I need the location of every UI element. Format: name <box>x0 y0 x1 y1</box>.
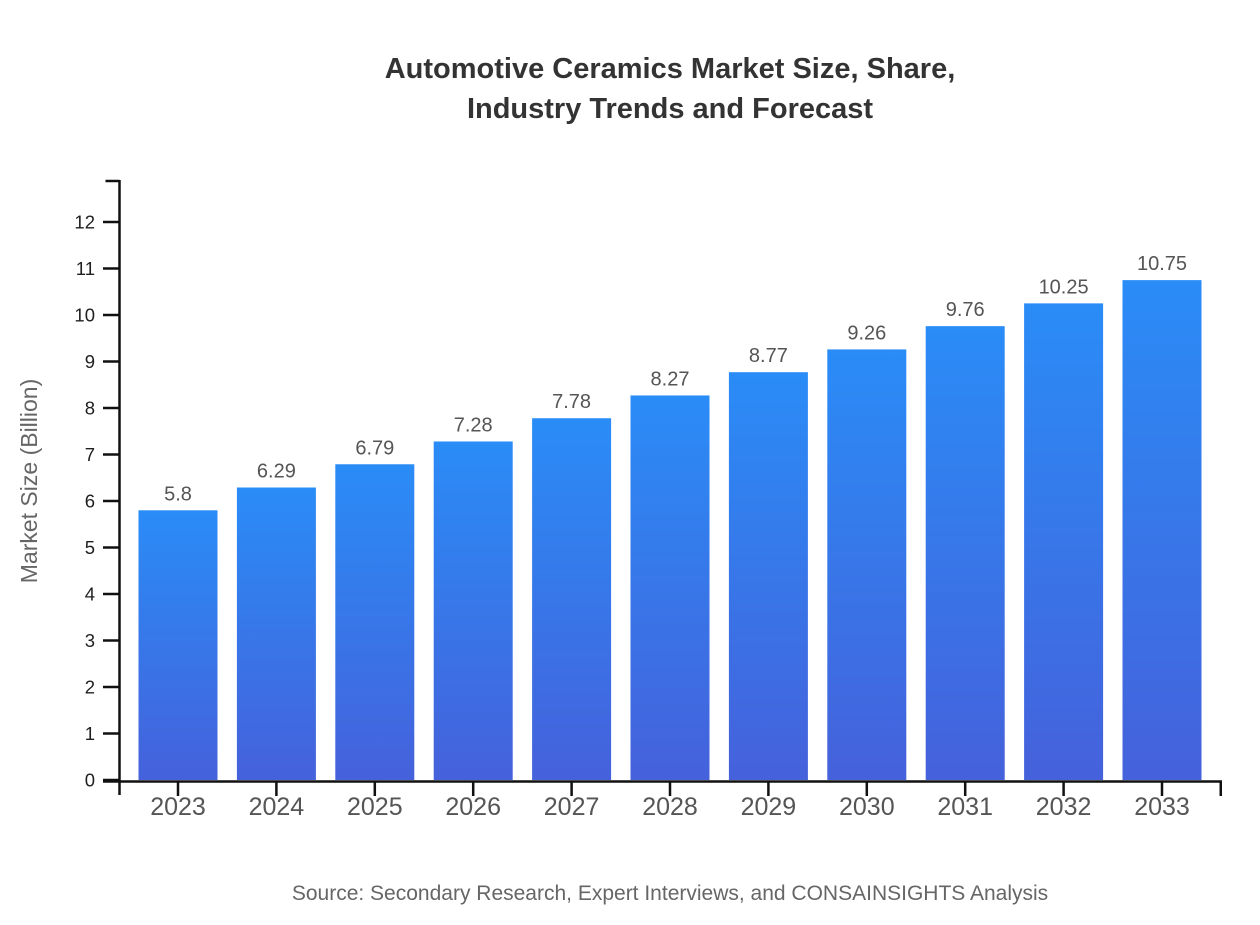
x-tick-label-2032: 2032 <box>1036 793 1092 821</box>
bar-2033 <box>1122 280 1202 780</box>
bar-2025 <box>335 464 415 780</box>
y-tick-label-10: 10 <box>74 305 95 326</box>
y-tick-label-6: 6 <box>85 491 95 512</box>
value-label-2031: 9.76 <box>946 299 985 321</box>
x-tick-label-2023: 2023 <box>150 793 206 821</box>
x-tick-label-2029: 2029 <box>741 793 797 821</box>
y-tick-label-8: 8 <box>85 398 95 419</box>
y-tick-label-0: 0 <box>85 770 95 791</box>
bar-2032 <box>1024 303 1104 780</box>
source-caption: Source: Secondary Research, Expert Inter… <box>292 882 1048 905</box>
y-tick-label-7: 7 <box>85 444 95 465</box>
x-tick-label-2024: 2024 <box>249 793 305 821</box>
value-label-2032: 10.25 <box>1039 276 1089 298</box>
y-tick-label-9: 9 <box>85 351 95 372</box>
chart-title-line2: Industry Trends and Forecast <box>467 93 873 125</box>
bar-2026 <box>433 441 513 780</box>
x-tick-label-2033: 2033 <box>1134 793 1190 821</box>
x-tick-label-2025: 2025 <box>347 793 403 821</box>
y-tick-label-5: 5 <box>85 537 95 558</box>
bar-2027 <box>532 418 612 780</box>
bar-2030 <box>827 349 907 780</box>
chart-title-line1: Automotive Ceramics Market Size, Share, <box>385 53 956 85</box>
bar-2029 <box>728 372 808 780</box>
x-tick-label-2031: 2031 <box>937 793 993 821</box>
value-label-2026: 7.28 <box>454 414 493 436</box>
x-tick-label-2026: 2026 <box>445 793 501 821</box>
y-tick-label-4: 4 <box>85 584 95 605</box>
y-tick-label-11: 11 <box>76 258 95 279</box>
value-labels-group: 5.8 6.29 6.79 7.28 7.78 8.27 8.77 9.26 9.76 10.25… <box>164 253 1187 505</box>
x-tick-label-2028: 2028 <box>642 793 698 821</box>
bar-2023 <box>138 510 218 780</box>
x-axis: 2023 2024 2025 2026 2027 2028 2029 2030 2031 2032… <box>103 780 1222 821</box>
value-label-2029: 8.77 <box>749 345 788 367</box>
y-axis-label: Market Size (Billion) <box>16 379 42 584</box>
value-label-2027: 7.78 <box>552 391 591 413</box>
y-tick-label-12: 12 <box>74 212 95 233</box>
value-label-2030: 9.26 <box>847 322 886 344</box>
y-tick-label-1: 1 <box>85 723 95 744</box>
bar-2031 <box>925 326 1005 780</box>
value-label-2033: 10.75 <box>1137 253 1187 275</box>
bar-2024 <box>236 487 316 780</box>
value-label-2025: 6.79 <box>355 437 394 459</box>
x-tick-label-2027: 2027 <box>544 793 600 821</box>
y-tick-label-2: 2 <box>85 677 95 698</box>
y-tick-label-3: 3 <box>85 630 95 651</box>
x-tick-label-2030: 2030 <box>839 793 895 821</box>
value-label-2024: 6.29 <box>257 461 296 483</box>
bar-2028 <box>630 395 710 780</box>
value-label-2028: 8.27 <box>651 368 690 390</box>
value-label-2023: 5.8 <box>164 483 192 505</box>
bars-group <box>138 280 1202 780</box>
